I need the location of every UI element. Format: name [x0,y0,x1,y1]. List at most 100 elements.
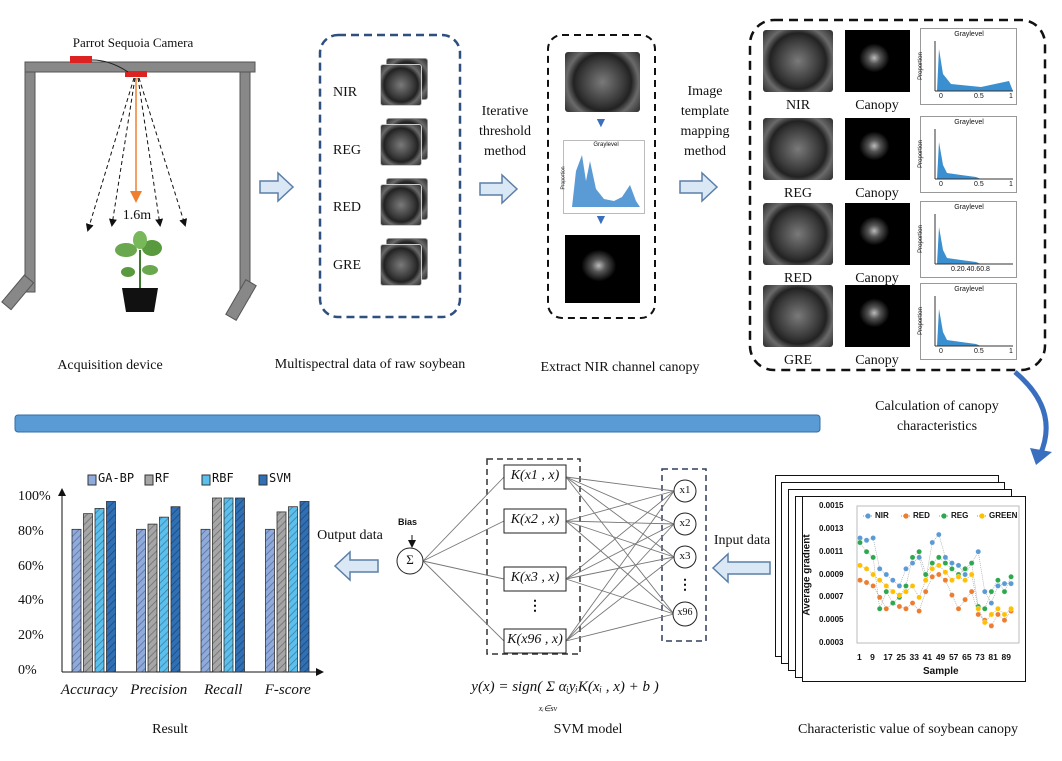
y-tick-label: 0.0003 [819,638,844,647]
canopy-image [845,118,910,180]
multispectral-box [318,33,462,319]
x-tick-label: 33 [909,652,920,662]
histogram-title: Graylevel [954,286,984,293]
y-axis-label: Average gradient [801,534,813,616]
y-tick-label: 0.0007 [819,592,844,602]
x-tick-label: 81 [988,652,998,662]
data-point [883,588,890,595]
data-point [863,537,870,544]
histogram-tick: 1 [1009,181,1013,188]
data-point [949,560,955,566]
data-point [975,548,981,555]
chevron-down-icon: ▼ [594,213,608,228]
kernel-node: K(x3 , x) [510,570,560,585]
data-point [949,577,955,583]
series-line [859,542,1012,610]
legend-swatch [87,474,97,486]
y-tick-label: 80% [18,523,44,539]
data-point [903,606,909,612]
channel-image [763,118,833,180]
channel-image [763,203,833,265]
step2-label: Image template mapping method [680,84,730,159]
legend-label: RBF [212,471,234,485]
data-point [962,571,968,578]
chevron-down-icon: ▼ [594,116,608,131]
data-point [890,600,896,606]
x-tick-label: 9 [870,652,875,662]
data-point [922,571,929,578]
red-image [380,184,422,226]
bar-hatch [159,517,169,672]
data-point [929,574,936,580]
data-point [962,566,968,572]
data-point [896,592,903,598]
x-tick-label: 17 [883,652,893,662]
histogram-tick: 0.20.40.60.8 [951,266,990,273]
y-tick-label: 0.0011 [819,546,844,556]
x-tick-label: 41 [922,652,933,662]
data-point [942,560,949,566]
bar-hatch [95,508,104,672]
legend-swatch [144,474,154,486]
channel-label: RED [333,200,361,215]
bar-hatch [288,506,298,672]
y-tick-label: 0.0009 [819,569,844,579]
data-point [968,560,975,566]
channel-label: NIR [785,98,811,113]
channel-label: GRE [333,258,361,273]
data-point [916,554,922,561]
extract-histogram: Graylevel Proportion [561,140,645,214]
output-label: Output data [317,528,383,543]
legend-label: REG [951,511,969,520]
data-point [949,566,955,572]
data-point [870,571,876,578]
canopy-label: Canopy [855,186,899,201]
data-point [883,606,890,612]
calc-label: Calculation of canopy characteristics [875,399,999,434]
data-point [857,577,863,583]
histogram-area [937,49,1013,91]
camera-label: Parrot Sequoia Camera [72,35,194,50]
mapping-box [748,18,1047,372]
histogram-title: Graylevel [954,119,984,126]
x-tick-label: 89 [1001,652,1011,662]
histogram-tick: 0 [939,93,943,100]
data-point [883,583,890,589]
data-point [995,611,1001,618]
data-point [988,600,995,606]
canopy-image [845,30,910,92]
data-point [1001,580,1008,587]
bar-hatch [224,498,233,672]
x-tick-label: 57 [948,652,959,662]
kernel-node: K(x1 , x) [510,468,560,483]
channel-label: NIR [333,85,358,100]
data-point [988,623,995,629]
curved-arrow-icon [1030,448,1052,465]
data-point [909,583,916,589]
canopy-image [565,235,640,303]
histogram-tick: 0 [939,181,943,188]
data-point [857,562,863,569]
data-point [962,596,968,603]
bar-hatch [277,511,286,672]
y-tick-label: 0.0013 [819,523,844,533]
reg-image [380,124,422,166]
histogram-area [937,227,981,264]
data-point [995,577,1001,583]
data-point [876,566,883,572]
legend-label: GA-BP [98,471,135,485]
kernel-node: K(x2 , x) [510,512,560,527]
gre-image [380,244,422,286]
data-point [942,569,949,575]
data-point [863,566,870,572]
y-tick-label: 20% [18,628,44,644]
y-tick-label: 0% [18,663,37,678]
data-point [982,619,988,626]
data-point [929,566,936,572]
canopy-image [845,285,910,347]
data-point [936,554,942,561]
x-axis-label: Sample [923,666,959,677]
data-point [916,608,922,614]
step1-label: Iterative threshold method [478,104,532,159]
svm-formula-subscript: xᵢ∈sv [538,704,558,713]
